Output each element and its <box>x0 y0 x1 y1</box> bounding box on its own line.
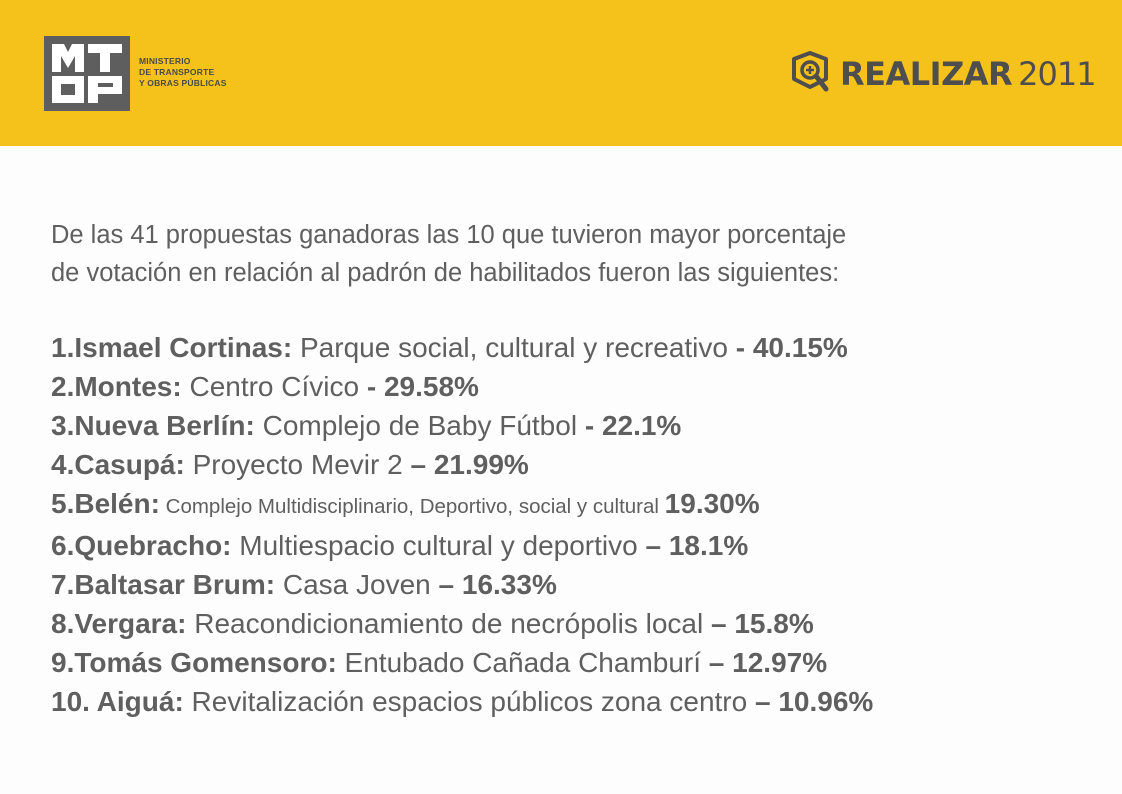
mtop-logo <box>44 36 130 111</box>
magnifier-icon <box>792 51 829 92</box>
ministry-line: MINISTERIO <box>139 56 191 66</box>
list-item: 10. Aiguá: Revitalización espacios públi… <box>51 682 1091 721</box>
item-percentage: 22.1% <box>601 410 682 441</box>
list-item: 8.Vergara: Reacondicionamiento de necróp… <box>51 604 1091 643</box>
results-list: 1.Ismael Cortinas: Parque social, cultur… <box>51 328 1091 721</box>
item-project: Entubado Cañada Chamburí <box>336 647 709 678</box>
item-percentage: 12.97% <box>732 647 828 678</box>
realizar-brand: REALIZAR 2011 <box>788 48 1097 100</box>
ministry-line: DE TRANSPORTE <box>139 67 215 77</box>
item-project: Complejo de Baby Fútbol <box>254 410 585 441</box>
mtop-logo-mark <box>52 44 122 103</box>
item-percentage: 10.96% <box>778 686 874 717</box>
list-item: 2.Montes: Centro Cívico - 29.58% <box>51 367 1091 406</box>
item-number: 7. <box>51 569 75 600</box>
item-number: 5. <box>51 488 75 519</box>
item-place: Quebracho: <box>74 530 232 561</box>
item-project: Complejo Multidisciplinario, Deportivo, … <box>159 495 665 518</box>
item-number: 4. <box>51 449 75 480</box>
item-place: Nueva Berlín: <box>74 410 255 441</box>
list-item: 4.Casupá: Proyecto Mevir 2 – 21.99% <box>51 445 1091 484</box>
item-number: 1. <box>51 332 75 363</box>
ministry-line: Y OBRAS PÚBLICAS <box>139 78 227 88</box>
list-item: 5.Belén: Complejo Multidisciplinario, De… <box>51 484 1091 526</box>
item-separator: – <box>708 647 733 678</box>
item-separator: - <box>735 332 753 363</box>
item-percentage: 15.8% <box>734 608 814 639</box>
intro-paragraph: De las 41 propuestas ganadoras las 10 qu… <box>51 216 1091 292</box>
item-number: 8. <box>51 608 75 639</box>
item-project: Centro Cívico <box>181 371 367 402</box>
intro-line: de votación en relación al padrón de hab… <box>51 259 840 287</box>
item-place: Aiguá: <box>96 686 184 717</box>
item-number: 6. <box>51 530 75 561</box>
item-separator: – <box>645 530 669 561</box>
item-number: 10. <box>51 686 97 717</box>
intro-line: De las 41 propuestas ganadoras las 10 qu… <box>51 221 847 249</box>
item-place: Vergara: <box>74 608 187 639</box>
item-separator: - <box>366 371 384 402</box>
item-separator: - <box>584 410 602 441</box>
item-place: Ismael Cortinas: <box>74 332 293 363</box>
item-project: Multiespacio cultural y deportivo <box>231 530 646 561</box>
item-project: Revitalización espacios públicos zona ce… <box>183 686 755 717</box>
item-place: Baltasar Brum: <box>74 569 276 600</box>
item-place: Montes: <box>74 371 182 402</box>
item-place: Belén: <box>74 488 160 519</box>
item-place: Casupá: <box>74 449 185 480</box>
list-item: 6.Quebracho: Multiespacio cultural y dep… <box>51 526 1091 565</box>
ministry-name: MINISTERIO DE TRANSPORTE Y OBRAS PÚBLICA… <box>139 56 227 89</box>
item-project: Casa Joven <box>275 569 439 600</box>
list-item: 7.Baltasar Brum: Casa Joven – 16.33% <box>51 565 1091 604</box>
main-content: De las 41 propuestas ganadoras las 10 qu… <box>51 216 1091 721</box>
item-separator: – <box>410 449 434 480</box>
brand-name: REALIZAR <box>840 55 1013 93</box>
list-item: 3.Nueva Berlín: Complejo de Baby Fútbol … <box>51 406 1091 445</box>
item-separator: – <box>754 686 779 717</box>
item-number: 2. <box>51 371 75 402</box>
item-percentage: 16.33% <box>461 569 557 600</box>
item-separator: – <box>710 608 735 639</box>
item-percentage: 29.58% <box>383 371 479 402</box>
header-banner: MINISTERIO DE TRANSPORTE Y OBRAS PÚBLICA… <box>0 0 1122 146</box>
item-project: Reacondicionamiento de necrópolis local <box>186 608 711 639</box>
item-project: Proyecto Mevir 2 <box>184 449 411 480</box>
item-project: Parque social, cultural y recreativo <box>292 332 736 363</box>
list-item: 9.Tomás Gomensoro: Entubado Cañada Chamb… <box>51 643 1091 682</box>
item-separator: – <box>438 569 462 600</box>
item-percentage: 19.30% <box>664 488 760 519</box>
item-percentage: 21.99% <box>433 449 529 480</box>
brand-year: 2011 <box>1018 55 1096 93</box>
item-number: 3. <box>51 410 75 441</box>
list-item: 1.Ismael Cortinas: Parque social, cultur… <box>51 328 1091 367</box>
item-place: Tomás Gomensoro: <box>74 647 337 678</box>
item-number: 9. <box>51 647 75 678</box>
item-percentage: 40.15% <box>752 332 848 363</box>
item-percentage: 18.1% <box>668 530 749 561</box>
